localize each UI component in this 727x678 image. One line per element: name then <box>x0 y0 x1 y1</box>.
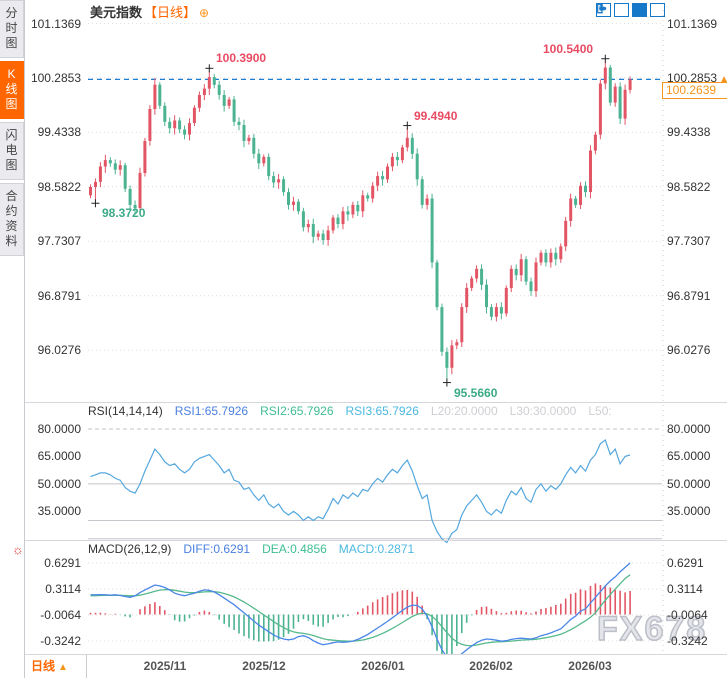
macd-axis-label-right: -0.3242 <box>667 633 708 648</box>
x-axis-date-label: 2026/01 <box>361 659 405 673</box>
y-axis-label-right: 98.5822 <box>667 179 711 194</box>
x-axis-date-label: 2025/11 <box>143 659 187 673</box>
y-axis-label-right: 100.2853 ▲ <box>667 71 727 85</box>
macd-header: MACD(26,12,9) DIFF:0.6291 DEA:0.4856 MACD:0… <box>88 542 426 556</box>
period-tag[interactable]: 【日线】 <box>144 5 197 20</box>
bottom-bar: 日线 ▲ 2025/11 2025/12 2026/01 2026/02 2026/03 <box>25 655 727 678</box>
sidebar-tab-2[interactable]: 闪电图 <box>0 122 24 180</box>
x-axis-date-label: 2025/12 <box>242 659 286 673</box>
rsi1-value: RSI1:65.7926 <box>174 404 249 418</box>
period-label: 日线 <box>31 659 56 673</box>
macd-dea-value: DEA:0.4856 <box>262 542 327 556</box>
sidebar-tab-label: 闪电图 <box>5 128 18 172</box>
rsi-axis-label-left: 80.0000 <box>37 422 81 436</box>
macd-axis-label-right: 0.3114 <box>667 582 703 596</box>
y-axis-label-right: 101.1369 <box>667 16 718 31</box>
rsi2-value: RSI2:65.7926 <box>260 404 334 418</box>
y-axis-label-left: 97.7307 <box>37 234 81 249</box>
rsi-line <box>90 439 631 544</box>
macd-axis-label-left: -0.0064 <box>40 608 81 622</box>
sidebar: 分时图 K线图闪电图合约资料 <box>0 0 25 678</box>
current-price-box: 100.2639 <box>662 82 727 99</box>
rsi-header: RSI(14,14,14) RSI1:65.7926 RSI2:65.7926 RSI… <box>88 404 624 418</box>
y-axis-label-right: 96.0276 <box>667 343 711 358</box>
macd-axis-label-right: 0.6291 <box>667 556 704 571</box>
price-annotations <box>91 54 610 387</box>
dea-line <box>90 574 631 647</box>
sidebar-tab-label: 合约资料 <box>5 189 18 248</box>
sidebar-tab-label: 分时图 <box>5 6 18 50</box>
y-axis-label-left: 101.1369 <box>30 16 81 31</box>
rsi3-value: RSI3:65.7926 <box>345 404 419 418</box>
rsi-axis-label-right: 50.0000 <box>667 476 711 491</box>
macd-lines <box>90 562 631 654</box>
diff-line <box>90 562 631 654</box>
macd-macd-value: MACD:0.2871 <box>338 542 415 556</box>
rsi-macd-separator <box>25 540 727 541</box>
macd-name: MACD(26,12,9) <box>88 542 172 556</box>
chart-title: 美元指数 【日线】 ⊕ <box>90 2 209 21</box>
toolbar <box>596 3 665 17</box>
period-selector[interactable]: 日线 ▲ <box>25 655 87 678</box>
rsi-gridlines <box>88 428 662 540</box>
x-axis-date-label: 2026/03 <box>568 659 612 673</box>
y-axis-label-left: 99.4338 <box>37 125 81 140</box>
expand-icon[interactable]: ⊕ <box>199 6 210 20</box>
y-axis-label-left: 100.2853 <box>30 71 81 85</box>
macd-histogram <box>89 583 631 654</box>
macd-axis-label-left: -0.3242 <box>40 633 81 648</box>
x-axis-date-label: 2026/02 <box>469 659 513 673</box>
sidebar-tab-label: K线图 <box>5 67 18 111</box>
price-annotation: 98.3720 <box>102 206 146 220</box>
price-up-arrow-icon: ▲ <box>719 74 727 85</box>
y-axis-label-left: 96.8791 <box>37 288 81 303</box>
watermark: FX678 <box>596 609 708 649</box>
rsi-l30: L30:30.0000 <box>509 404 577 418</box>
candles-layer <box>89 61 632 380</box>
price-annotation: 100.3900 <box>216 51 267 65</box>
y-axis-label-left: 96.0276 <box>37 343 81 358</box>
sidebar-tab-0[interactable]: 分时图 <box>0 0 24 58</box>
y-axis-label-right: 99.4338 <box>667 125 711 140</box>
y-axis-label-right: 97.7307 <box>667 234 711 249</box>
macd-diff-value: DIFF:0.6291 <box>183 542 251 556</box>
macd-axis-separator <box>25 654 727 655</box>
rsi-axis-label-left: 50.0000 <box>37 476 81 491</box>
y-axis-label-right: 96.8791 <box>667 288 711 303</box>
rsi-axis-label-right: 65.0000 <box>667 449 711 464</box>
rsi-l20: L20:20.0000 <box>430 404 498 418</box>
price-annotation: 100.5400 <box>543 42 594 56</box>
rsi-name: RSI(14,14,14) <box>88 404 163 418</box>
macd-settings-icon[interactable]: ☼ <box>12 542 24 557</box>
sidebar-tab-1[interactable]: K线图 <box>0 61 24 119</box>
rsi-axis-label-right: 80.0000 <box>667 422 711 436</box>
main-gridlines <box>88 23 662 351</box>
period-arrow-icon: ▲ <box>58 662 68 673</box>
sidebar-tab-3[interactable]: 合约资料 <box>0 183 24 256</box>
exit-icon[interactable] <box>597 3 665 17</box>
price-annotation: 95.5660 <box>454 386 498 400</box>
main-rsi-separator <box>25 402 727 403</box>
rsi-l50: L50: <box>588 404 612 418</box>
rsi-axis-label-right: 35.0000 <box>667 504 711 519</box>
macd-axis-label-left: 0.3114 <box>45 582 81 596</box>
macd-axis-label-left: 0.6291 <box>44 556 81 571</box>
axis-scale-active-icon[interactable] <box>597 3 647 17</box>
rsi-axis-label-left: 35.0000 <box>37 504 81 519</box>
rsi-axis-label-left: 65.0000 <box>37 449 81 464</box>
macd-axis-label-right: -0.0064 <box>667 608 708 622</box>
y-axis-label-left: 98.5822 <box>37 179 81 194</box>
instrument-name: 美元指数 <box>90 5 143 20</box>
price-annotation: 99.4940 <box>414 109 458 123</box>
